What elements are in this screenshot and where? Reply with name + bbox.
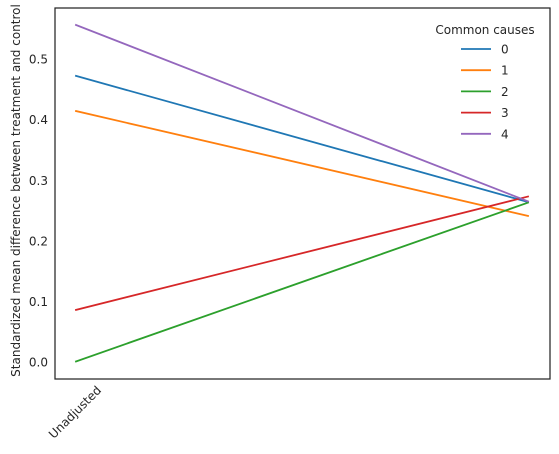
legend-title: Common causes [435,23,534,37]
y-tick-label: 0.2 [29,234,48,248]
series-line-4 [74,23,530,203]
y-tick-label: 0.1 [29,295,48,309]
legend-label-4: 4 [501,127,509,141]
series-line-0 [74,74,530,204]
series-layer [74,23,530,363]
y-tick-label: 0.5 [29,53,48,67]
plot-frame [54,7,551,380]
plot-area [54,7,551,380]
y-tick-label: 0.4 [29,113,48,127]
y-tick-label: 0.3 [29,174,48,188]
legend-label-3: 3 [501,106,509,120]
series-line-1 [74,109,530,218]
y-axis-label: Standardized mean difference between tre… [9,4,23,377]
legend: Common causes 0 1 2 3 4 [435,23,534,141]
y-tick-label: 0.0 [29,356,48,370]
series-line-3 [74,195,530,311]
legend-label-2: 2 [501,85,509,99]
series-line-2 [74,201,530,363]
y-axis: 0.0 0.1 0.2 0.3 0.4 0.5 [29,53,48,370]
legend-label-1: 1 [501,64,509,78]
legend-label-0: 0 [501,43,509,57]
